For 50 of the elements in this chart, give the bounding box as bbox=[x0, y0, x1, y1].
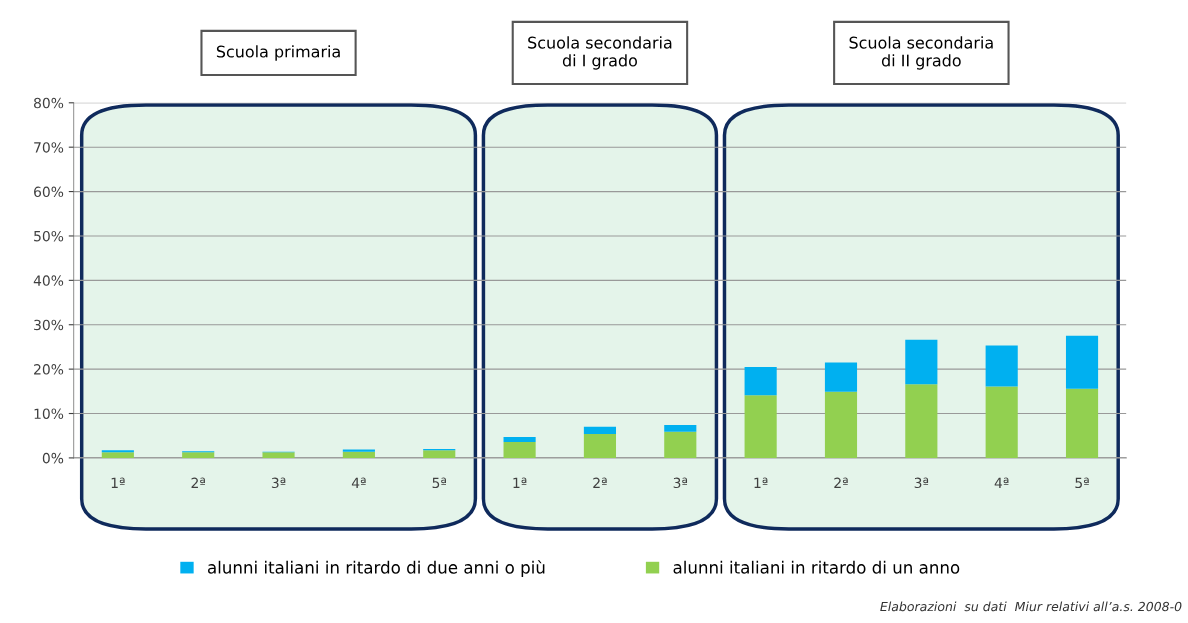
y-tick-label: 20% bbox=[34, 364, 64, 375]
bar bbox=[503, 437, 536, 442]
y-tick-label: 50% bbox=[34, 230, 64, 242]
x-tick-label: 3ª bbox=[914, 477, 929, 489]
bar bbox=[423, 450, 456, 458]
bar bbox=[583, 426, 617, 434]
bar bbox=[1065, 335, 1099, 389]
bar bbox=[664, 425, 697, 432]
bar bbox=[985, 386, 1018, 458]
bar bbox=[905, 339, 938, 385]
bar bbox=[101, 452, 134, 458]
x-tick-label: 4ª bbox=[351, 477, 366, 488]
bar bbox=[744, 366, 777, 396]
bar bbox=[342, 449, 375, 452]
x-tick-label: 1ª bbox=[111, 477, 125, 488]
x-tick-label: 2ª bbox=[191, 477, 205, 488]
x-tick-label: 5ª bbox=[432, 477, 446, 489]
legend-label: alunni italiani in ritardo di due anni o più bbox=[207, 560, 545, 577]
text: Scuola secondaria di I grado bbox=[528, 36, 672, 70]
bar bbox=[905, 384, 938, 458]
y-tick-label: 80% bbox=[34, 97, 64, 109]
x-tick-label: 4ª bbox=[994, 477, 1009, 488]
y-tick-label: 40% bbox=[33, 275, 64, 286]
x-tick-label: 2ª bbox=[593, 477, 607, 488]
y-tick-label: 10% bbox=[34, 408, 64, 419]
text: Scuola secondaria di II grado bbox=[849, 36, 993, 70]
y-tick-label: 0% bbox=[42, 452, 64, 464]
y-tick-label: 70% bbox=[34, 142, 64, 153]
bar bbox=[583, 433, 617, 458]
text: Scuola primaria bbox=[216, 45, 340, 61]
bar bbox=[985, 345, 1018, 387]
bar bbox=[824, 391, 858, 458]
bar bbox=[1065, 388, 1099, 458]
bar bbox=[824, 362, 858, 392]
y-tick-label: 60% bbox=[34, 186, 64, 198]
text: Elaborazioni su dati Miur relativi all’a.s. 2008-0 bbox=[880, 601, 1182, 612]
x-tick-label: 2ª bbox=[834, 477, 848, 488]
x-tick-label: 3ª bbox=[271, 477, 286, 489]
legend-label: alunni italiani in ritardo di un anno bbox=[673, 560, 960, 574]
y-tick-label: 30% bbox=[34, 319, 64, 331]
x-tick-label: 1ª bbox=[754, 477, 768, 488]
bar bbox=[342, 451, 375, 458]
x-tick-label: 5ª bbox=[1075, 477, 1089, 489]
bar bbox=[503, 441, 536, 458]
x-tick-label: 3ª bbox=[673, 477, 688, 489]
bar bbox=[182, 452, 215, 458]
bar bbox=[664, 431, 697, 458]
bar bbox=[744, 395, 777, 458]
x-tick-label: 1ª bbox=[513, 477, 527, 488]
bar bbox=[262, 452, 295, 458]
